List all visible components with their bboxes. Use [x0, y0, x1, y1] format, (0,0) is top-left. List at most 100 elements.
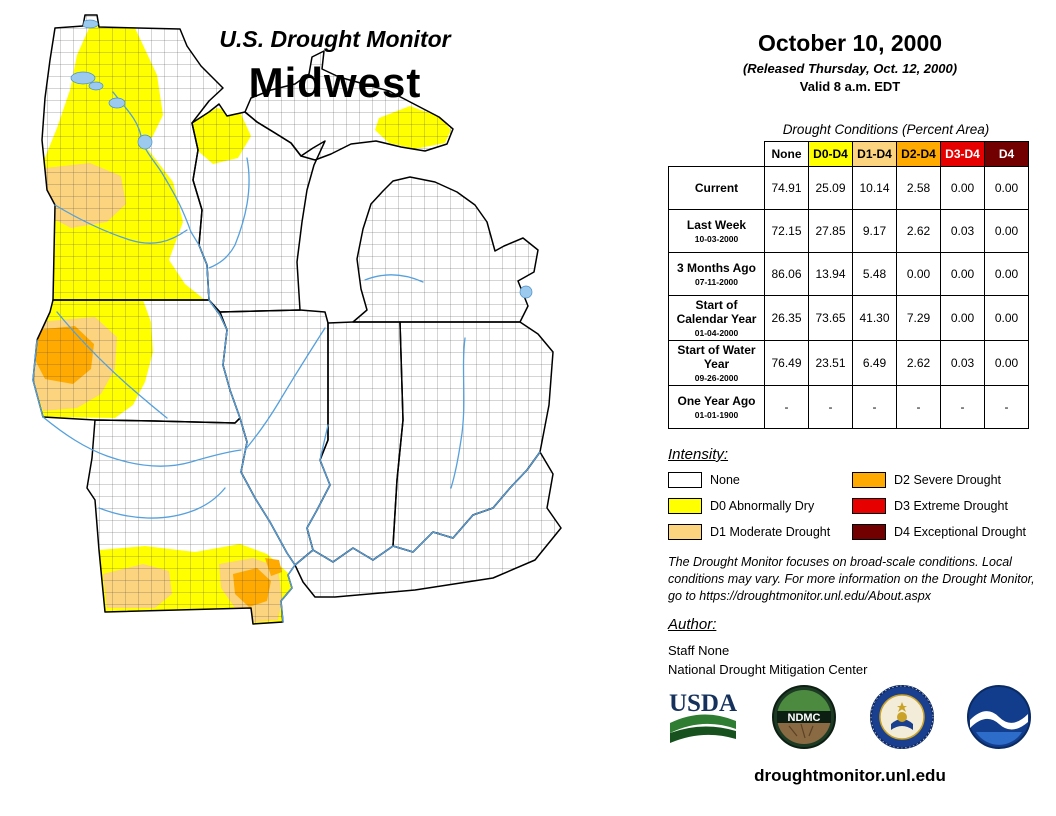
rivers [32, 91, 541, 623]
legend-label: D2 Severe Drought [894, 472, 1002, 487]
d2-swatch [852, 471, 886, 488]
percent-area-value: 10.14 [852, 166, 897, 210]
d0-swatch [668, 497, 702, 514]
map-date: October 10, 2000 [757, 30, 943, 56]
percent-area-value: 23.51 [808, 340, 853, 386]
legend-item-none: None [668, 471, 848, 488]
drought-conditions-block: Drought Conditions (Percent Area) None D0… [668, 122, 1034, 429]
region-title: Midwest [248, 59, 422, 106]
usda-logo-text: USDA [669, 690, 737, 717]
legend-label: D3 Extreme Drought [894, 498, 1008, 513]
percent-area-value: 6.49 [852, 340, 897, 386]
table-row: Last Week 10-03-2000 72.15 27.85 9.17 2.62 0.0… [668, 209, 1029, 253]
legend-item-d1: D1 Moderate Drought [668, 523, 848, 540]
intensity-legend: Intensity: None D0 Abnormally Dry D1 Moder… [668, 446, 1048, 549]
percent-area-value: 0.00 [984, 252, 1029, 296]
percent-area-value: 72.15 [764, 209, 809, 253]
percent-area-value: - [984, 385, 1029, 429]
percent-area-value: 2.62 [896, 340, 941, 386]
footer-url: droughtmonitor.unl.edu [754, 766, 946, 785]
percent-area-value: 2.62 [896, 209, 941, 253]
d1-swatch [668, 523, 702, 540]
table-title: Drought Conditions (Percent Area) [782, 122, 990, 137]
lakes [70, 19, 533, 299]
column-header-none: None [764, 141, 809, 167]
midwest-drought-map [32, 14, 562, 625]
title-block: U.S. Drought Monitor Midwest [110, 26, 560, 107]
percent-area-value: 0.00 [940, 295, 985, 341]
percent-area-value: 2.58 [896, 166, 941, 210]
legend-title: Intensity: [668, 446, 729, 463]
row-sublabel-date: 07-11-2000 [694, 277, 738, 287]
percent-area-value: 7.29 [896, 295, 941, 341]
legend-label: D0 Abnormally Dry [710, 498, 815, 513]
legend-column-2: D2 Severe Drought D3 Extreme Drought D4 Ex… [852, 471, 1032, 549]
author-block: Author: Staff None National Drought Miti… [668, 616, 1032, 677]
percent-area-value: 0.00 [984, 340, 1029, 386]
column-header-d4: D4 [984, 141, 1029, 167]
legend-label: None [710, 472, 740, 487]
table-row: Start of Water Year 09-26-2000 76.49 23.51 6… [668, 340, 1029, 386]
percent-area-value: 86.06 [764, 252, 809, 296]
percent-area-value: 0.00 [940, 166, 985, 210]
row-label: Current [668, 166, 765, 210]
valid-time: Valid 8 a.m. EDT [799, 79, 901, 94]
none-swatch [668, 471, 702, 488]
usda-swoosh-icon [670, 714, 736, 733]
column-header-d0-d4: D0-D4 [808, 141, 853, 167]
map-svg [32, 14, 562, 625]
row-label: Last Week 10-03-2000 [668, 209, 765, 253]
percent-area-value: - [940, 385, 985, 429]
author-name: Staff None [668, 643, 730, 658]
percent-area-value: 73.65 [808, 295, 853, 341]
percent-area-value: 27.85 [808, 209, 853, 253]
percent-area-value: 0.00 [984, 295, 1029, 341]
table-header-row: None D0-D4 D1-D4 D2-D4 D3-D4 D4 [668, 141, 1029, 167]
noaa-gull-icon [969, 711, 1028, 730]
legend-item-d3: D3 Extreme Drought [852, 497, 1032, 514]
percent-area-value: 0.00 [984, 166, 1029, 210]
column-header-d1-d4: D1-D4 [852, 141, 897, 167]
percent-area-value: - [764, 385, 809, 429]
percent-area-value: 13.94 [808, 252, 853, 296]
legend-label: D1 Moderate Drought [710, 524, 831, 539]
noaa-logo [966, 685, 1031, 749]
ndmc-logo: NDMC [772, 685, 837, 749]
percent-area-value: - [852, 385, 897, 429]
row-sublabel-date: 01-04-2000 [694, 328, 739, 338]
table-row: 3 Months Ago 07-11-2000 86.06 13.94 5.48 0.00… [668, 252, 1029, 296]
table-corner-cell [668, 141, 765, 167]
row-label: One Year Ago 01-01-1900 [668, 385, 765, 429]
d3-swatch [852, 497, 886, 514]
percent-area-value: - [896, 385, 941, 429]
percent-area-value: 41.30 [852, 295, 897, 341]
row-label: Start of Calendar Year 01-04-2000 [668, 295, 765, 341]
author-heading: Author: [668, 616, 717, 633]
column-header-d3-d4: D3-D4 [940, 141, 985, 167]
legend-item-d0: D0 Abnormally Dry [668, 497, 848, 514]
legend-column-1: None D0 Abnormally Dry D1 Moderate Drought [668, 471, 848, 549]
percent-area-value: 0.03 [940, 209, 985, 253]
usda-swoosh2-icon [670, 726, 736, 743]
row-label: 3 Months Ago 07-11-2000 [668, 252, 765, 296]
ndmc-logo-text: NDMC [788, 712, 821, 724]
legend-item-d4: D4 Exceptional Drought [852, 523, 1032, 540]
percent-area-value: - [808, 385, 853, 429]
legend-item-d2: D2 Severe Drought [852, 471, 1032, 488]
percent-area-value: 0.00 [896, 252, 941, 296]
seal-star-icon [896, 702, 907, 712]
disclaimer-text: The Drought Monitor focuses on broad-sca… [668, 555, 1035, 603]
row-sublabel-date: 10-03-2000 [694, 234, 739, 244]
table-row: Current 74.91 25.09 10.14 2.58 0.00 0.00 [668, 166, 1029, 210]
author-organization: National Drought Mitigation Center [668, 662, 868, 677]
percent-area-value: 25.09 [808, 166, 853, 210]
drought-conditions-table: None D0-D4 D1-D4 D2-D4 D3-D4 D4 Current 74.91 2… [668, 141, 1029, 429]
page-title: U.S. Drought Monitor [219, 26, 451, 52]
commerce-seal-logo [869, 685, 934, 749]
column-header-d2-d4: D2-D4 [896, 141, 941, 167]
percent-area-value: 26.35 [764, 295, 809, 341]
row-label: Start of Water Year 09-26-2000 [668, 340, 765, 386]
usda-logo: USDA [669, 690, 737, 743]
percent-area-value: 76.49 [764, 340, 809, 386]
